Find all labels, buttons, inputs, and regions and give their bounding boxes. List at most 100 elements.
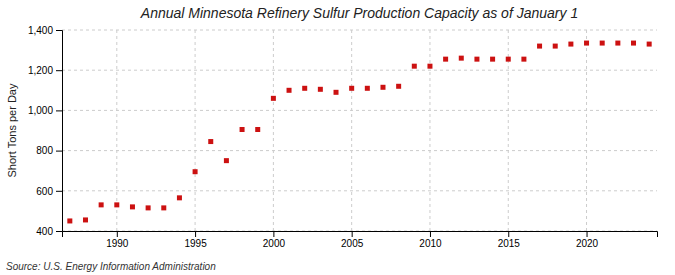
y-tick-mark	[56, 70, 62, 71]
y-tick: 800	[36, 145, 62, 156]
point	[427, 64, 432, 69]
point	[83, 217, 88, 222]
point	[459, 56, 464, 61]
point	[631, 41, 636, 46]
point	[647, 42, 652, 47]
y-tick-label: 1,000	[28, 105, 53, 116]
x-tick-mark	[430, 231, 431, 237]
point	[568, 42, 573, 47]
grid-line-y	[62, 110, 657, 111]
point	[443, 57, 448, 62]
x-tick-label: 2020	[576, 238, 599, 249]
point	[177, 195, 182, 200]
y-tick-mark	[56, 231, 62, 232]
x-tick: 2020	[576, 231, 599, 249]
point	[302, 86, 307, 91]
point	[396, 84, 401, 89]
grid-line-y	[62, 30, 657, 31]
point	[334, 90, 339, 95]
grid-line-y	[62, 190, 657, 191]
point	[474, 57, 479, 62]
point	[271, 96, 276, 101]
x-axis: 1990 1995 2000 2005 2010 2015 2020	[63, 231, 658, 249]
point	[318, 87, 323, 92]
x-tick-label: 2015	[498, 238, 521, 249]
x-tick-mark	[273, 231, 274, 237]
point	[600, 41, 605, 46]
grid	[62, 30, 657, 231]
point	[146, 205, 151, 210]
grid-line-x	[351, 30, 352, 231]
point	[521, 57, 526, 62]
x-tick: 2005	[341, 231, 364, 249]
x-tick-mark	[587, 231, 588, 237]
point	[161, 205, 166, 210]
y-tick-mark	[56, 191, 62, 192]
y-tick-label: 400	[36, 226, 53, 237]
point	[412, 64, 417, 69]
y-tick: 1,000	[28, 105, 62, 116]
chart-svg: 1990 1995 2000 2005 2010 2015 2020 400 600 800 1,0…	[0, 0, 675, 275]
grid-line-y	[62, 70, 657, 71]
chart-container: 1990 1995 2000 2005 2010 2015 2020 400 600 800 1,0…	[0, 0, 675, 275]
y-tick-label: 800	[36, 145, 53, 156]
point	[349, 86, 354, 91]
grid-line-x	[116, 30, 117, 231]
y-tick-mark	[56, 110, 62, 111]
y-tick: 600	[36, 186, 62, 197]
y-tick-label: 1,200	[28, 65, 53, 76]
y-tick-mark	[56, 30, 62, 31]
point	[553, 44, 558, 49]
y-tick: 1,200	[28, 65, 62, 76]
x-tick-mark	[352, 231, 353, 237]
point	[240, 127, 245, 132]
x-tick-label: 1990	[106, 238, 129, 249]
x-axis-line	[63, 232, 658, 238]
x-tick: 2015	[498, 231, 521, 249]
x-tick: 2010	[419, 231, 442, 249]
point	[380, 85, 385, 90]
x-tick-label: 2005	[341, 238, 364, 249]
y-tick: 1,400	[28, 25, 62, 36]
point	[193, 169, 198, 174]
x-tick-label: 2000	[263, 238, 286, 249]
grid-line-x	[429, 30, 430, 231]
y-axis-line	[56, 31, 63, 232]
point	[114, 202, 119, 207]
point	[537, 44, 542, 49]
x-tick-label: 2010	[419, 238, 442, 249]
y-tick-label: 1,400	[28, 25, 53, 36]
point	[490, 57, 495, 62]
point	[287, 88, 292, 93]
x-tick-label: 1995	[184, 238, 207, 249]
point	[99, 202, 104, 207]
point	[224, 158, 229, 163]
x-tick-mark	[117, 231, 118, 237]
plot-area: 1990 1995 2000 2005 2010 2015 2020 400 600 800 1,0…	[28, 25, 658, 249]
x-tick: 2000	[263, 231, 286, 249]
point	[130, 204, 135, 209]
x-tick: 1995	[184, 231, 207, 249]
point	[67, 218, 72, 223]
points	[67, 41, 651, 224]
y-tick-mark	[56, 151, 62, 152]
y-axis-title: Short Tons per Day	[6, 83, 18, 177]
title: Annual Minnesota Refinery Sulfur Product…	[140, 5, 578, 21]
y-tick: 400	[36, 226, 62, 237]
point	[584, 41, 589, 46]
grid-line-y	[62, 150, 657, 151]
x-tick: 1990	[106, 231, 129, 249]
grid-line-x	[586, 30, 587, 231]
grid-line-x	[195, 30, 196, 231]
point	[365, 86, 370, 91]
source-note: Source: U.S. Energy Information Administ…	[6, 261, 216, 272]
x-tick-mark	[195, 231, 196, 237]
y-axis: 400 600 800 1,000 1,200 1,400	[28, 25, 63, 237]
y-tick-label: 600	[36, 186, 53, 197]
grid-line-x	[273, 30, 274, 231]
point	[615, 41, 620, 46]
point	[208, 139, 213, 144]
point	[255, 127, 260, 132]
point	[506, 57, 511, 62]
x-tick-mark	[508, 231, 509, 237]
